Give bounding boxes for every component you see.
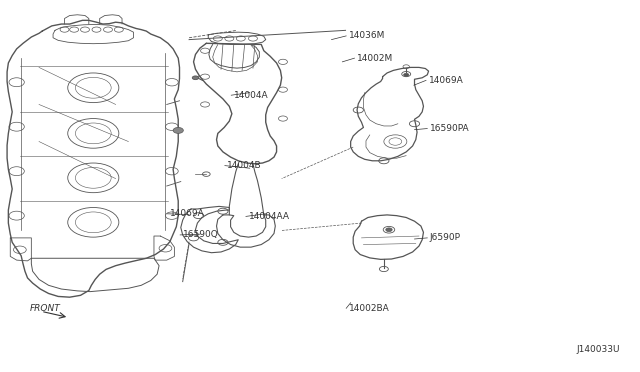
Text: J140033U: J140033U — [577, 344, 620, 353]
Circle shape — [192, 76, 198, 80]
Text: 14004A: 14004A — [234, 91, 268, 100]
Circle shape — [173, 128, 183, 134]
Text: 14069A: 14069A — [429, 76, 463, 85]
Text: FRONT: FRONT — [29, 304, 60, 313]
Text: 14004B: 14004B — [227, 161, 262, 170]
Text: 16590Q: 16590Q — [182, 230, 218, 240]
Text: 14069A: 14069A — [170, 209, 205, 218]
Text: 14004AA: 14004AA — [248, 212, 289, 221]
Text: 14036M: 14036M — [349, 31, 385, 41]
Text: 14002M: 14002M — [357, 54, 394, 62]
Text: 14002BA: 14002BA — [349, 304, 390, 313]
Text: J6590P: J6590P — [430, 233, 461, 243]
Circle shape — [386, 228, 392, 232]
Text: 16590PA: 16590PA — [430, 124, 470, 133]
Circle shape — [404, 73, 409, 76]
